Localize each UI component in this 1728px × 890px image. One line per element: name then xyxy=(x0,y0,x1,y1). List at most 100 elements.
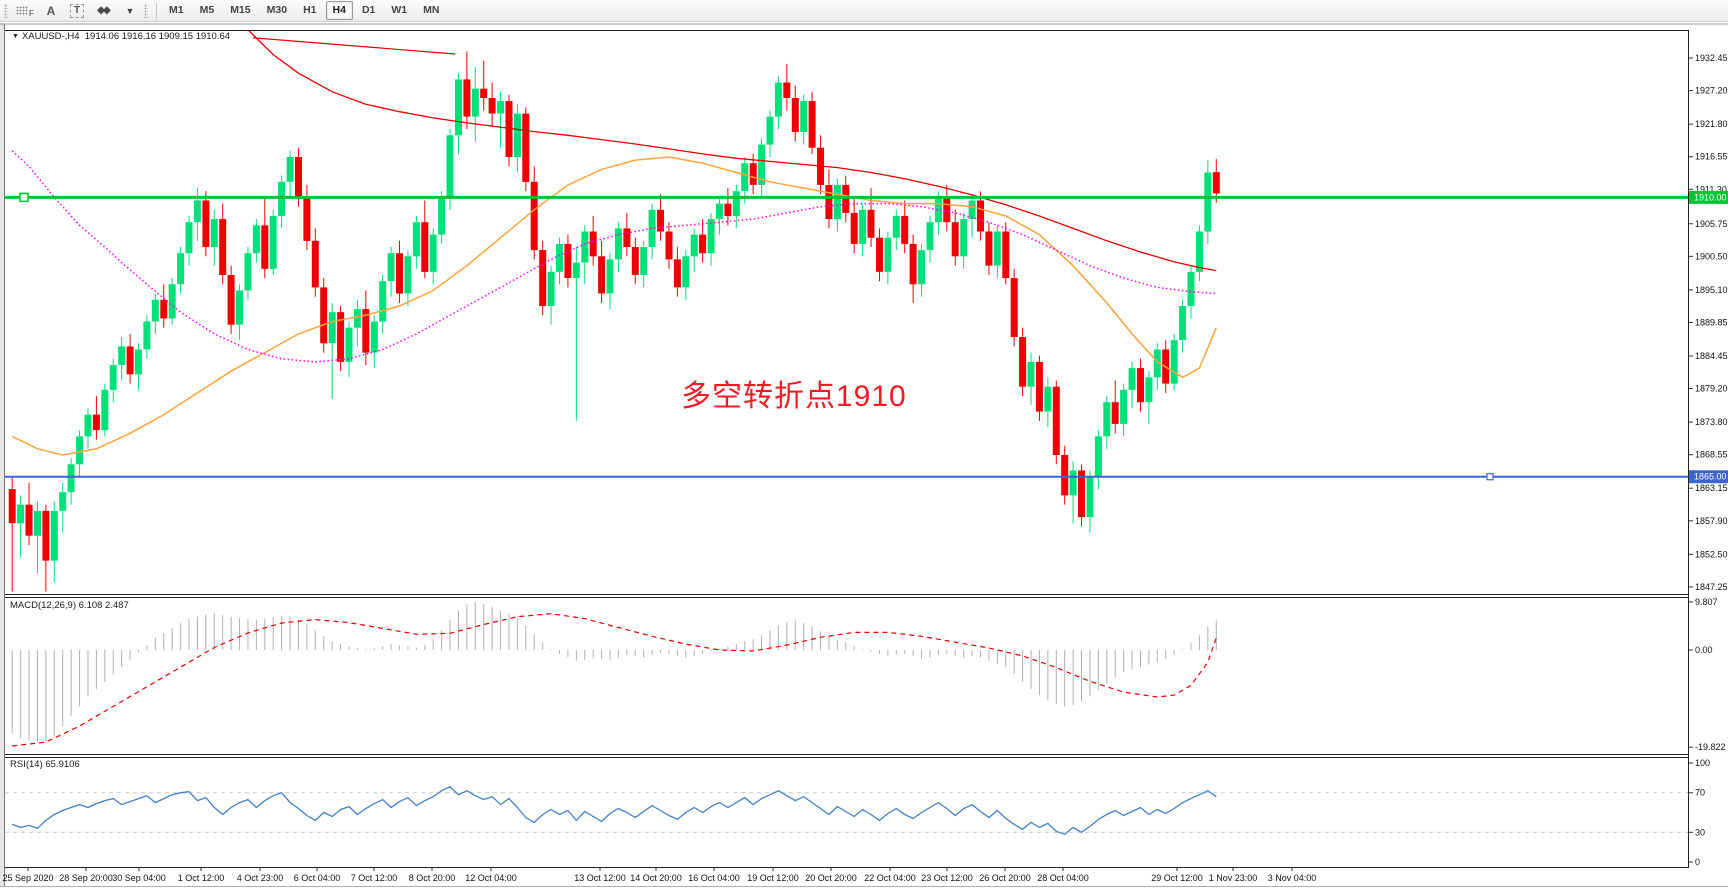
candle xyxy=(160,299,168,319)
candle xyxy=(926,222,934,251)
chart-text-annotation[interactable]: 多空转折点1910 xyxy=(681,380,907,413)
timeframe-button-H1[interactable]: H1 xyxy=(303,4,317,16)
candle xyxy=(1170,340,1178,384)
candle xyxy=(34,510,41,536)
price-axis-label: 1857.90 xyxy=(1695,516,1728,526)
candle xyxy=(1035,361,1043,412)
dotted-grid-f-icon[interactable]: F xyxy=(13,1,37,21)
candle xyxy=(876,237,883,272)
candle xyxy=(901,216,909,244)
price-axis-label: 1932.45 xyxy=(1695,53,1728,63)
timeframe-button-W1[interactable]: W1 xyxy=(391,4,408,16)
timeframe-button-M15[interactable]: M15 xyxy=(230,4,251,16)
time-axis[interactable]: 25 Sep 2020 28 Sep 20:00 30 Sep 04:00 1 Oct… xyxy=(2,868,1316,883)
rsi-line xyxy=(11,786,1217,836)
candle xyxy=(362,309,370,353)
candle xyxy=(859,209,867,244)
candle xyxy=(648,209,656,247)
candle xyxy=(42,510,50,561)
candle xyxy=(1120,389,1128,424)
price-axis-label: 1927.20 xyxy=(1695,86,1728,96)
candle xyxy=(758,144,766,185)
candle xyxy=(438,197,446,235)
rsi-axis-label: 0 xyxy=(1695,857,1700,867)
candle xyxy=(59,492,67,511)
letter-a-icon[interactable]: A xyxy=(39,1,63,21)
price-axis-label: 1852.50 xyxy=(1695,549,1728,559)
candle xyxy=(842,185,850,213)
candle xyxy=(463,79,471,117)
candle xyxy=(505,101,513,157)
price-axis-label: 1873.80 xyxy=(1695,417,1728,427)
candle xyxy=(1128,368,1136,390)
price-axis-label: 1895.10 xyxy=(1695,285,1728,295)
price-axis-label: 1905.75 xyxy=(1695,219,1728,229)
time-axis-label: 26 Oct 20:00 xyxy=(979,873,1031,883)
shapes-dropdown-caret-icon[interactable]: ▼ xyxy=(125,5,135,16)
price-axis[interactable]: 1932.45 1927.20 1921.80 1916.55 1911.30 1905.… xyxy=(1689,53,1728,867)
timeframe-button-M1[interactable]: M1 xyxy=(169,4,184,16)
candle xyxy=(673,259,681,288)
time-axis-label: 30 Sep 04:00 xyxy=(112,873,166,883)
candle xyxy=(295,157,302,198)
price-axis-label: 1911.30 xyxy=(1695,184,1727,194)
candle xyxy=(412,222,420,257)
rsi-axis-label: 100 xyxy=(1695,758,1710,768)
rsi-value: 65.9106 xyxy=(45,759,80,770)
candle xyxy=(791,98,799,133)
candle xyxy=(370,321,378,353)
chart-collapse-arrow-icon[interactable]: ▼ xyxy=(12,33,19,40)
candle xyxy=(1044,386,1052,412)
candle xyxy=(749,163,757,185)
timeframe-button-M5[interactable]: M5 xyxy=(199,4,215,16)
candle xyxy=(1153,349,1161,378)
candle xyxy=(135,349,142,375)
shapes-icon[interactable]: ◆◆ xyxy=(91,1,115,21)
toolbar-drag-handle[interactable] xyxy=(4,3,8,18)
chart-symbol-period: XAUUSD-,H4 xyxy=(21,31,80,42)
candle xyxy=(1002,231,1010,279)
timeframes-drag-handle[interactable] xyxy=(144,3,148,18)
candle xyxy=(530,181,538,251)
hline-handle[interactable] xyxy=(19,192,29,203)
time-axis-label: 3 Nov 04:00 xyxy=(1268,873,1317,883)
rsi-panel[interactable] xyxy=(5,786,1688,836)
candle xyxy=(320,287,328,344)
candle xyxy=(446,135,454,198)
text-label-icon[interactable]: T xyxy=(65,1,89,21)
candle xyxy=(261,225,269,269)
main-chart-panel[interactable] xyxy=(5,30,1688,592)
time-axis-label: 12 Oct 04:00 xyxy=(465,873,517,883)
candle xyxy=(556,243,563,272)
rsi-name: RSI(14) xyxy=(10,759,43,770)
candle xyxy=(185,222,193,254)
candle xyxy=(151,299,159,322)
trendline[interactable] xyxy=(252,37,456,55)
price-axis-label: 1847.25 xyxy=(1695,582,1728,592)
candle xyxy=(1094,436,1102,477)
candle xyxy=(202,200,210,248)
macd-name: MACD(12,26,9) xyxy=(10,600,76,611)
letter-a-glyph: A xyxy=(46,3,56,18)
candle xyxy=(126,346,134,375)
candle xyxy=(227,275,235,325)
timeframe-button-MN[interactable]: MN xyxy=(423,4,440,16)
candle xyxy=(1019,337,1027,387)
candle xyxy=(1111,402,1119,424)
price-axis-label: 1879.20 xyxy=(1695,384,1728,394)
macd-panel[interactable] xyxy=(11,602,1217,747)
candle xyxy=(513,113,521,158)
timeframe-button-H4[interactable]: H4 xyxy=(325,1,353,20)
candle xyxy=(471,88,479,117)
hline-handle[interactable] xyxy=(1486,473,1494,481)
window-left-frame xyxy=(0,23,4,887)
macd-values: 6.108 2.487 xyxy=(78,600,129,611)
candle xyxy=(67,464,75,493)
shapes-glyph: ◆◆ xyxy=(97,5,110,16)
timeframe-button-D1[interactable]: D1 xyxy=(361,4,376,16)
macd-axis-label: 0.00 xyxy=(1695,645,1713,655)
timeframe-button-M30[interactable]: M30 xyxy=(266,4,288,16)
time-axis-label: 16 Oct 04:00 xyxy=(688,873,740,883)
candle xyxy=(825,185,833,220)
